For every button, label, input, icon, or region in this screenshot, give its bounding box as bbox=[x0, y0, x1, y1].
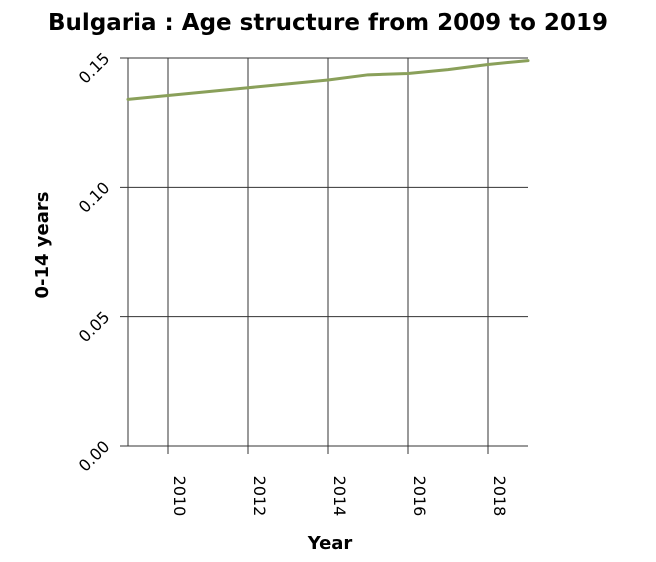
y-tick-label: 0.15 bbox=[75, 49, 114, 88]
x-tick-label: 2014 bbox=[330, 476, 349, 517]
series-layer bbox=[126, 59, 530, 101]
x-tick-label: 2010 bbox=[170, 476, 189, 517]
y-tick-label: 0.05 bbox=[75, 307, 114, 346]
x-tick-label: 2012 bbox=[250, 476, 269, 517]
y-axis-label: 0-14 years bbox=[32, 192, 53, 299]
x-tick-label: 2018 bbox=[490, 476, 509, 517]
chart-title: Bulgaria : Age structure from 2009 to 20… bbox=[48, 10, 608, 36]
series-line-0 bbox=[126, 59, 530, 101]
y-tick-label: 0.00 bbox=[75, 437, 114, 476]
grid bbox=[120, 57, 528, 454]
x-tick-label: 2016 bbox=[410, 476, 429, 517]
y-tick-label: 0.10 bbox=[75, 178, 114, 217]
x-axis-label: Year bbox=[307, 533, 353, 554]
axes bbox=[127, 58, 528, 447]
